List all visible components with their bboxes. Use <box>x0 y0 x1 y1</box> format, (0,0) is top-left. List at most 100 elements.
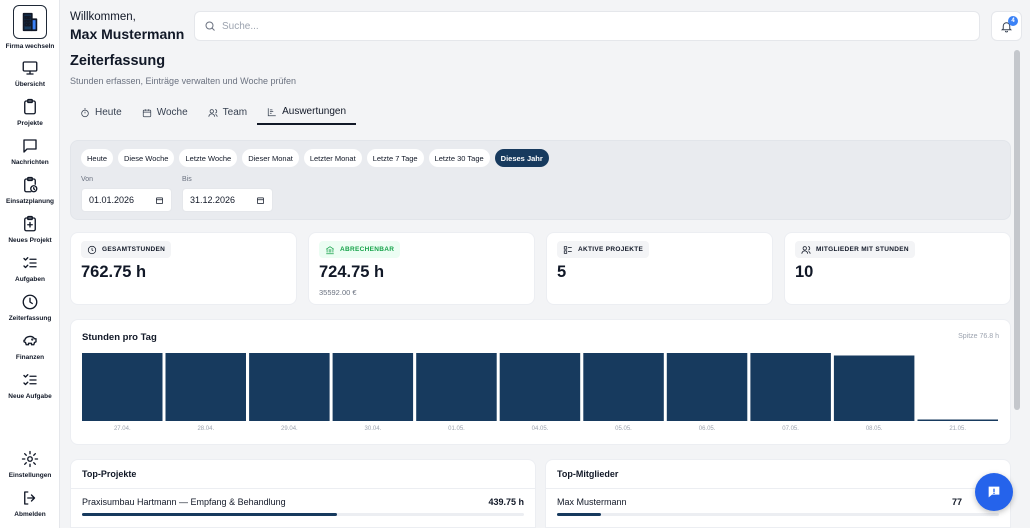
range-chip[interactable]: Letzte 7 Tage <box>366 149 424 167</box>
sidebar: Firma wechseln Übersicht Projekte Nachri… <box>0 0 60 528</box>
page-title: Zeiterfassung <box>70 53 166 69</box>
top-projects-card: Top-Projekte Praxisumbau Hartmann — Empf… <box>70 459 536 528</box>
tab-auswertungen[interactable]: Auswertungen <box>257 100 357 125</box>
sidebar-item-einsatzplanung[interactable]: Einsatzplanung <box>0 176 60 205</box>
project-hours: 439.75 h <box>488 497 524 507</box>
chart-bar[interactable] <box>332 353 414 421</box>
range-chip[interactable]: Letzte Woche <box>179 149 238 167</box>
range-chip[interactable]: Dieses Jahr <box>494 149 549 167</box>
feedback-icon <box>988 486 1000 498</box>
gear-icon <box>21 450 39 468</box>
stat-card-active-projects: AKTIVE PROJEKTE 5 <box>546 232 773 305</box>
sidebar-item-nachrichten[interactable]: Nachrichten <box>0 137 60 166</box>
tab-heute[interactable]: Heute <box>70 100 132 125</box>
range-chip[interactable]: Diese Woche <box>118 149 175 167</box>
chart-bar[interactable] <box>917 419 999 422</box>
stat-badge: MITGLIEDER MIT STUNDEN <box>795 241 915 258</box>
sidebar-item-abmelden[interactable]: Abmelden <box>0 489 60 518</box>
x-tick-label: 29.04. <box>281 426 298 432</box>
sidebar-item-label: Nachrichten <box>11 159 49 166</box>
chart-bar[interactable] <box>82 353 163 421</box>
card-title: Top-Mitglieder <box>557 469 619 479</box>
notifications-button[interactable]: 4 <box>991 11 1022 41</box>
stat-subvalue: 35592.00 € <box>319 288 357 297</box>
tab-woche[interactable]: Woche <box>132 100 198 125</box>
sidebar-item-aufgaben[interactable]: Aufgaben <box>0 254 60 283</box>
from-date-value: 01.01.2026 <box>89 195 135 205</box>
list-icon <box>563 245 572 254</box>
x-tick-label: 07.05. <box>782 426 799 432</box>
notification-count-badge: 4 <box>1008 16 1018 26</box>
to-date-field[interactable]: 31.12.2026 <box>182 188 273 212</box>
search-bar[interactable] <box>194 11 980 41</box>
sidebar-item-label: Firma wechseln <box>5 43 55 50</box>
sidebar-item-label: Zeiterfassung <box>8 315 52 322</box>
chart-bar[interactable] <box>416 353 497 421</box>
filter-panel: Heute Diese Woche Letzte Woche Dieser Monat… <box>70 140 1011 220</box>
sidebar-item-label: Übersicht <box>15 81 45 88</box>
x-tick-label: 04.05. <box>532 426 549 432</box>
greeting: Willkommen, <box>70 11 136 23</box>
sidebar-item-neue-aufgabe[interactable]: Neue Aufgabe <box>0 371 60 400</box>
monitor-icon <box>22 61 38 75</box>
range-chips: Heute Diese Woche Letzte Woche Dieser Monat… <box>81 149 549 167</box>
progress-fill <box>82 513 337 516</box>
from-date-field[interactable]: 01.01.2026 <box>81 188 172 212</box>
users-icon <box>208 108 218 117</box>
range-chip[interactable]: Letzte 30 Tage <box>428 149 490 167</box>
range-chip[interactable]: Letzter Monat <box>303 149 362 167</box>
sidebar-item-firma-wechseln[interactable]: Firma wechseln <box>0 5 60 50</box>
scrollbar[interactable] <box>1014 50 1020 410</box>
card-title: Top-Projekte <box>82 469 137 479</box>
chart-title: Stunden pro Tag <box>82 332 157 343</box>
clock-icon <box>87 245 97 254</box>
x-tick-label: 05.05. <box>615 426 632 432</box>
building-icon <box>13 5 47 39</box>
sidebar-item-einstellungen[interactable]: Einstellungen <box>0 450 60 479</box>
sidebar-item-neues-projekt[interactable]: Neues Projekt <box>0 215 60 244</box>
sidebar-item-label: Neue Aufgabe <box>8 393 52 400</box>
range-chip[interactable]: Heute <box>81 149 114 167</box>
calendar-icon <box>142 108 151 117</box>
clipboard-plus-icon <box>24 215 36 232</box>
main-content: Willkommen, Max Mustermann 4 Zeiterfassu… <box>60 0 1030 528</box>
users-icon <box>801 245 811 254</box>
search-input[interactable] <box>222 20 922 32</box>
x-tick-label: 27.04. <box>114 426 131 432</box>
stat-badge: AKTIVE PROJEKTE <box>557 241 650 258</box>
clock-icon <box>22 294 38 310</box>
chart-bar[interactable] <box>249 353 330 421</box>
stat-card-members: MITGLIEDER MIT STUNDEN 10 <box>784 232 1011 305</box>
stat-badge: ABRECHENBAR <box>319 241 401 258</box>
sidebar-item-label: Aufgaben <box>15 276 45 283</box>
chart-bar[interactable] <box>750 353 831 421</box>
tab-team[interactable]: Team <box>198 100 257 125</box>
tab-label: Auswertungen <box>282 106 347 117</box>
stat-label: MITGLIEDER MIT STUNDEN <box>816 246 909 253</box>
divider <box>546 488 1010 489</box>
stat-label: ABRECHENBAR <box>340 246 395 253</box>
chart-bar[interactable] <box>165 353 247 421</box>
search-icon <box>205 21 215 31</box>
sidebar-item-label: Neues Projekt <box>8 237 52 244</box>
sidebar-item-uebersicht[interactable]: Übersicht <box>0 59 60 88</box>
stat-label: GESAMTSTUNDEN <box>102 246 166 253</box>
stat-value: 10 <box>795 263 814 281</box>
feedback-button[interactable] <box>975 473 1013 511</box>
chart-bar[interactable] <box>833 355 915 422</box>
range-chip[interactable]: Dieser Monat <box>242 149 299 167</box>
stat-card-total-hours: GESAMTSTUNDEN 762.75 h <box>70 232 297 305</box>
stat-badge: GESAMTSTUNDEN <box>81 241 172 258</box>
sidebar-item-finanzen[interactable]: Finanzen <box>0 332 60 361</box>
sidebar-item-zeiterfassung[interactable]: Zeiterfassung <box>0 293 60 322</box>
tab-label: Woche <box>156 107 188 118</box>
stat-value: 762.75 h <box>81 263 147 281</box>
chart-bar[interactable] <box>499 353 581 421</box>
stopwatch-icon <box>81 107 89 117</box>
tab-bar: Heute Woche Team Auswertungen <box>70 100 357 126</box>
x-tick-label: 06.05. <box>699 426 716 432</box>
sidebar-item-projekte[interactable]: Projekte <box>0 98 60 127</box>
user-name: Max Mustermann <box>70 26 185 42</box>
chart-bar[interactable] <box>666 353 748 421</box>
chart-bar[interactable] <box>583 353 664 421</box>
